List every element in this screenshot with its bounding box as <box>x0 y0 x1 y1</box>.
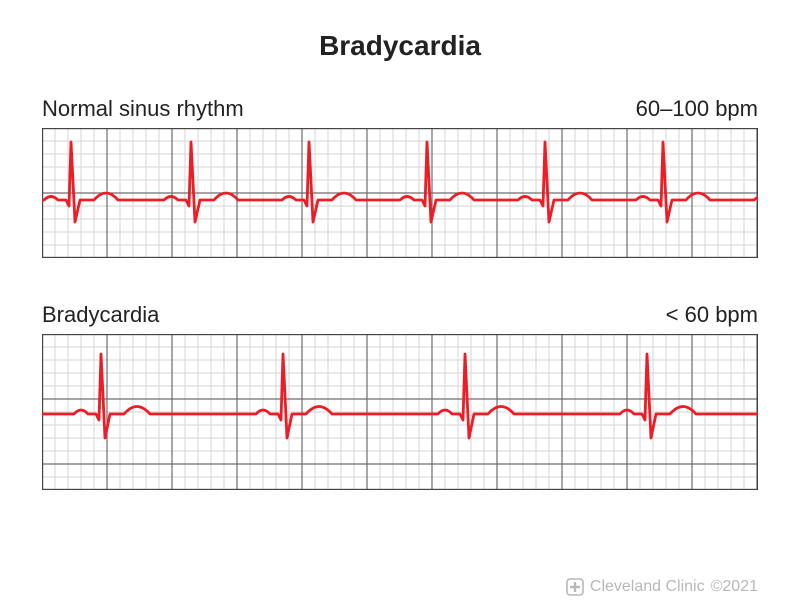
section-header-bradycardia: Bradycardia < 60 bpm <box>42 302 758 328</box>
footer-source: Cleveland Clinic <box>590 578 705 596</box>
section-rate: < 60 bpm <box>666 302 758 328</box>
ecg-strip-normal <box>42 128 758 258</box>
section-label: Normal sinus rhythm <box>42 96 244 122</box>
footer-year: ©2021 <box>711 578 758 596</box>
page-title: Bradycardia <box>42 30 758 62</box>
section-header-normal: Normal sinus rhythm 60–100 bpm <box>42 96 758 122</box>
ecg-grid <box>42 128 758 258</box>
section-label: Bradycardia <box>42 302 159 328</box>
cleveland-clinic-icon <box>566 578 584 596</box>
ecg-strip-bradycardia <box>42 334 758 490</box>
footer: Cleveland Clinic ©2021 <box>566 578 758 596</box>
section-rate: 60–100 bpm <box>636 96 758 122</box>
